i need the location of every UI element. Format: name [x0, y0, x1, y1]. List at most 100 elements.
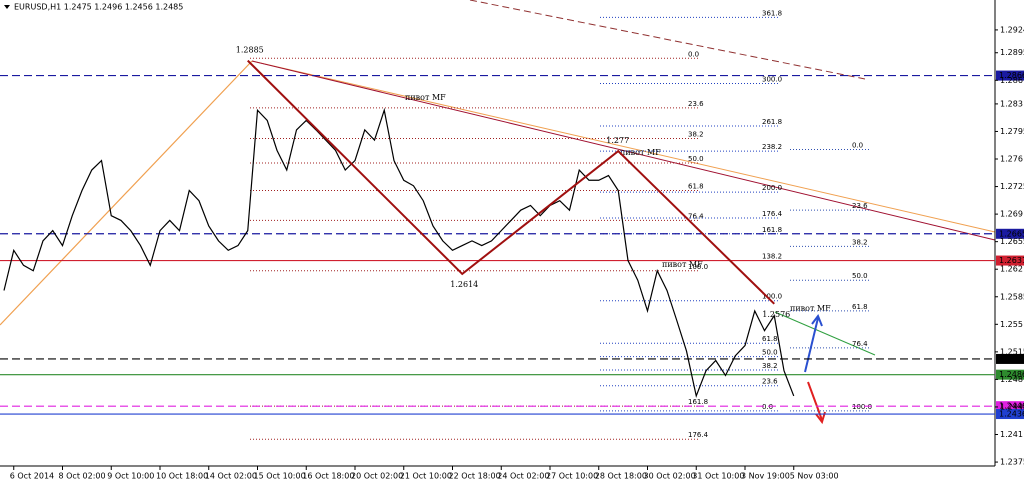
fibo-label: 38.2	[852, 238, 868, 246]
fibo-label: 76.4	[688, 212, 704, 220]
x-tick-label: 24 Oct 02:00	[497, 472, 549, 481]
fibo-label: 176.4	[688, 431, 709, 439]
x-tick-label: 28 Oct 18:00	[595, 472, 647, 481]
trend-line	[251, 60, 996, 233]
y-tick-label: 1.241	[1000, 430, 1023, 439]
pivot-label: пивот MF	[620, 148, 661, 157]
y-tick-label: 1.2375	[1000, 458, 1024, 467]
fibo-label: 50.0	[688, 155, 704, 163]
fibo-label: 161.8	[762, 226, 782, 234]
y-tick-label: 1.283	[1000, 99, 1023, 108]
zigzag-label: 1.2614	[450, 280, 478, 289]
y-tick-label: 1.262	[1000, 265, 1023, 274]
price-tag	[996, 70, 1024, 81]
trend-line	[774, 311, 876, 356]
zigzag-label: 1.2885	[236, 46, 264, 55]
price-tag-label: 1.2866	[999, 71, 1024, 80]
fibo-label: 176.4	[762, 210, 783, 218]
fibo-label: 100.0	[762, 293, 782, 301]
trend-line	[0, 60, 253, 326]
fibo-label: 138.2	[762, 253, 782, 261]
fibo-label: 300.0	[762, 75, 782, 83]
fibo-label: 200.0	[762, 184, 782, 192]
fibo-label: 261.8	[762, 118, 782, 126]
price-tag-label: 1.2506	[999, 354, 1024, 363]
fibo-label: 361.8	[762, 9, 782, 17]
y-tick-label: 1.269	[1000, 210, 1023, 219]
y-tick-label: 1.248	[1000, 375, 1023, 384]
x-tick-label: 31 Oct 10:00	[692, 472, 744, 481]
pivot-label: пивот MF	[662, 260, 703, 269]
price-tag-label: 1.2446	[999, 402, 1024, 411]
price-tag-label: 1.2486	[999, 370, 1024, 379]
chart-title: EURUSD,H1 1.2475 1.2496 1.2456 1.2485	[14, 3, 183, 12]
pivot-label: пивот MF	[790, 304, 831, 313]
fibo-label: 161.8	[688, 398, 708, 406]
x-tick-label: 27 Oct 10:00	[546, 472, 598, 481]
x-tick-label: 20 Oct 02:00	[351, 472, 403, 481]
fibo-label: 0.0	[688, 50, 699, 58]
price-tag-label: 1.2665	[999, 229, 1024, 238]
fibo-label: 50.0	[762, 349, 778, 357]
x-tick-label: 22 Oct 18:00	[449, 472, 501, 481]
x-tick-label: 5 Nov 03:00	[790, 472, 839, 481]
y-tick-label: 1.2445	[1000, 402, 1024, 411]
price-tag	[996, 401, 1024, 412]
fibo-label: 0.0	[852, 142, 863, 150]
y-tick-label: 1.255	[1000, 320, 1023, 329]
price-tag-label: 1.2436	[999, 410, 1024, 419]
y-tick-label: 1.2895	[1000, 48, 1024, 57]
fibo-label: 61.8	[852, 303, 868, 311]
price-tag	[996, 369, 1024, 380]
fibo-label: 38.2	[762, 362, 778, 370]
fibo-label: 23.6	[762, 378, 778, 386]
fibo-label: 0.0	[762, 403, 773, 411]
price-tag	[996, 228, 1024, 239]
fibo-label: 23.6	[688, 100, 704, 108]
x-tick-label: 9 Oct 10:00	[107, 472, 154, 481]
x-tick-label: 10 Oct 18:00	[156, 472, 208, 481]
y-tick-label: 1.286	[1000, 76, 1023, 85]
zigzag-label: 1.2576	[762, 310, 790, 319]
x-tick-label: 6 Oct 2014	[10, 472, 54, 481]
arrow-up-head	[811, 313, 823, 327]
price-tag	[996, 353, 1024, 364]
fibo-label: 23.6	[852, 202, 868, 210]
price-tag	[996, 409, 1024, 420]
zigzag-label: 1.277	[606, 136, 629, 145]
fibo-label: 50.0	[852, 272, 868, 280]
fibo-label: 100.0	[688, 263, 708, 271]
trend-line	[469, 0, 866, 80]
y-tick-label: 1.2725	[1000, 182, 1024, 191]
x-tick-label: 16 Oct 18:00	[302, 472, 354, 481]
zigzag	[247, 59, 775, 305]
price-tag	[996, 255, 1024, 266]
trend-lines	[0, 0, 996, 425]
pivot-label: пивот MF	[405, 93, 446, 102]
y-tick-label: 1.2655	[1000, 237, 1024, 246]
menu-triangle[interactable]	[4, 5, 10, 9]
y-tick-label: 1.2515	[1000, 347, 1024, 356]
fibo-label: 61.8	[688, 182, 704, 190]
fibo-label: 100.0	[852, 403, 872, 411]
x-tick-label: 3 Nov 19:00	[741, 472, 790, 481]
y-tick-label: 1.276	[1000, 155, 1023, 164]
x-tick-label: 21 Oct 10:00	[400, 472, 452, 481]
fibo-label: 238.2	[762, 143, 782, 151]
x-tick-label: 30 Oct 02:00	[644, 472, 696, 481]
fibo-label: 38.2	[688, 131, 704, 139]
x-tick-label: 15 Oct 10:00	[254, 472, 306, 481]
fibo-label: 76.4	[852, 340, 868, 348]
price-line-series	[3, 107, 795, 399]
arrow-down-head	[815, 411, 826, 425]
arrow-up	[804, 317, 819, 373]
x-tick-label: 14 Oct 02:00	[205, 472, 257, 481]
trend-line	[251, 60, 996, 241]
y-tick-label: 1.2795	[1000, 127, 1024, 136]
y-tick-label: 1.2924	[1000, 25, 1024, 34]
y-tick-label: 1.2585	[1000, 292, 1024, 301]
fibo-label: 61.8	[762, 335, 778, 343]
